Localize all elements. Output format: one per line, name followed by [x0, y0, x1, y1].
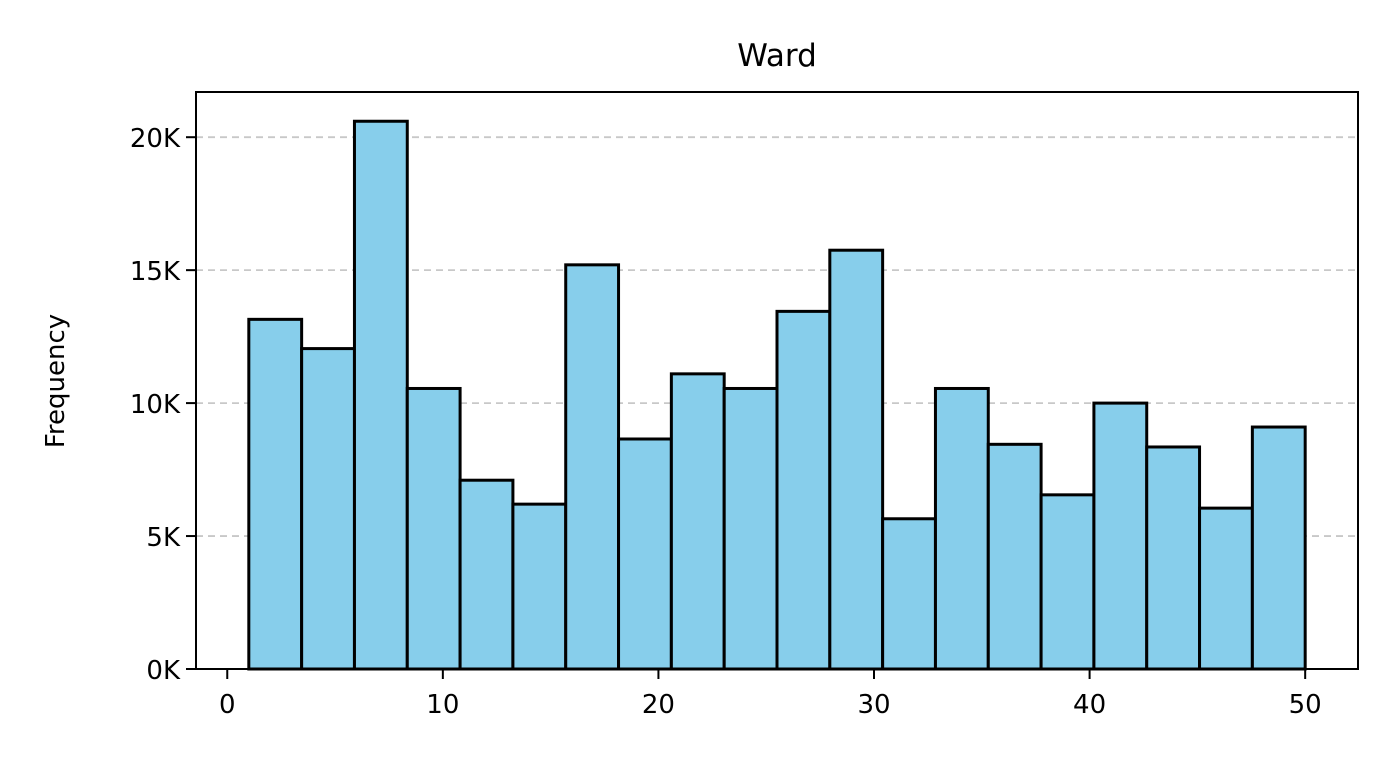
- histogram-bar-0: [247, 317, 304, 671]
- y-tick-label-3: 15K: [130, 257, 181, 287]
- axes: 0 10 20 30 40 50 0K 5K 10K 15K 20K: [130, 91, 1359, 720]
- histogram-bar-18: [1198, 506, 1254, 671]
- histogram-bar-12: [881, 517, 937, 671]
- y-tick-label-4: 20K: [130, 124, 181, 154]
- histogram-bar-17: [1145, 445, 1202, 671]
- histogram-bar-16: [1092, 401, 1149, 671]
- x-tick-label-3: 30: [857, 690, 890, 720]
- histogram-bar-6: [564, 263, 621, 671]
- histogram-bar-13: [933, 386, 990, 671]
- histogram-bar-5: [511, 502, 568, 671]
- y-tick-label-1: 5K: [146, 523, 181, 553]
- y-tick-label-2: 10K: [130, 390, 181, 420]
- histogram-bar-2: [352, 119, 409, 671]
- bars: [247, 119, 1307, 671]
- histogram-bar-7: [617, 437, 673, 671]
- histogram-bar-3: [405, 386, 462, 671]
- histogram-bar-9: [722, 386, 779, 671]
- y-axis-label: Frequency: [41, 314, 71, 448]
- chart-title: Ward: [737, 38, 817, 74]
- histogram-bar-14: [986, 442, 1043, 671]
- histogram-bar-19: [1250, 425, 1307, 671]
- x-tick-label-4: 40: [1073, 690, 1106, 720]
- x-tick-label-2: 20: [642, 690, 675, 720]
- histogram-bar-8: [669, 372, 726, 671]
- y-tick-label-0: 0K: [146, 656, 181, 686]
- histogram-bar-11: [828, 248, 885, 671]
- x-tick-label-1: 10: [426, 690, 459, 720]
- x-tick-label-0: 0: [219, 690, 236, 720]
- histogram-bar-10: [775, 309, 832, 671]
- histogram-bar-15: [1039, 493, 1096, 671]
- histogram-bar-1: [300, 347, 356, 671]
- x-tick-label-5: 50: [1289, 690, 1322, 720]
- plot-frame: [195, 91, 1359, 670]
- histogram-bar-4: [458, 478, 515, 671]
